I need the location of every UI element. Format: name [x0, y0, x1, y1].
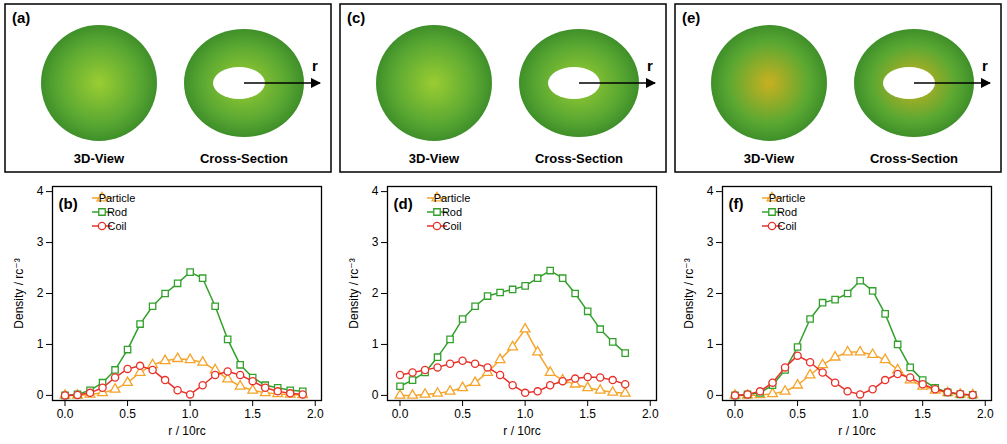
svg-text:0: 0 — [707, 388, 714, 402]
svg-text:1.0: 1.0 — [182, 407, 199, 421]
svg-text:0.5: 0.5 — [454, 407, 471, 421]
svg-text:3: 3 — [372, 235, 379, 249]
svg-text:Cross-Section: Cross-Section — [870, 151, 958, 166]
svg-text:(a): (a) — [12, 9, 30, 26]
svg-text:2: 2 — [37, 286, 44, 300]
svg-text:0: 0 — [37, 388, 44, 402]
svg-text:Density / rc⁻³: Density / rc⁻³ — [347, 258, 361, 328]
svg-text:4: 4 — [372, 184, 379, 198]
svg-text:Cross-Section: Cross-Section — [200, 151, 288, 166]
svg-text:(f): (f) — [729, 195, 744, 212]
svg-text:2: 2 — [707, 286, 714, 300]
svg-text:0.5: 0.5 — [119, 407, 136, 421]
svg-text:1: 1 — [707, 337, 714, 351]
svg-text:1.5: 1.5 — [579, 407, 596, 421]
svg-text:3: 3 — [707, 235, 714, 249]
svg-text:r: r — [982, 57, 988, 74]
svg-text:(d): (d) — [394, 195, 413, 212]
svg-text:Cross-Section: Cross-Section — [535, 151, 623, 166]
svg-text:3: 3 — [37, 235, 44, 249]
svg-text:Density / rc⁻³: Density / rc⁻³ — [12, 258, 26, 328]
svg-text:1.5: 1.5 — [244, 407, 261, 421]
svg-text:Particle: Particle — [434, 192, 471, 204]
svg-text:Coil: Coil — [443, 220, 462, 232]
svg-text:2.0: 2.0 — [977, 407, 994, 421]
svg-text:r: r — [312, 57, 318, 74]
svg-text:3D-View: 3D-View — [744, 151, 795, 166]
svg-text:0: 0 — [372, 388, 379, 402]
svg-text:Rod: Rod — [107, 206, 127, 218]
svg-text:3D-View: 3D-View — [74, 151, 125, 166]
svg-text:r / 10rc: r / 10rc — [168, 424, 205, 438]
svg-text:Rod: Rod — [777, 206, 797, 218]
svg-text:r / 10rc: r / 10rc — [503, 424, 540, 438]
svg-text:1.5: 1.5 — [914, 407, 931, 421]
svg-text:0.0: 0.0 — [392, 407, 409, 421]
svg-text:r / 10rc: r / 10rc — [838, 424, 875, 438]
svg-text:1: 1 — [372, 337, 379, 351]
svg-text:Coil: Coil — [778, 220, 797, 232]
svg-text:1.0: 1.0 — [852, 407, 869, 421]
svg-text:4: 4 — [707, 184, 714, 198]
svg-text:r: r — [647, 57, 653, 74]
svg-text:Particle: Particle — [769, 192, 806, 204]
svg-text:0.5: 0.5 — [789, 407, 806, 421]
svg-text:(c): (c) — [347, 9, 365, 26]
svg-text:Density / rc⁻³: Density / rc⁻³ — [682, 258, 696, 328]
svg-text:1: 1 — [37, 337, 44, 351]
svg-text:Rod: Rod — [442, 206, 462, 218]
svg-text:(b): (b) — [59, 195, 78, 212]
svg-text:3D-View: 3D-View — [409, 151, 460, 166]
svg-text:1.0: 1.0 — [517, 407, 534, 421]
svg-text:2: 2 — [372, 286, 379, 300]
svg-text:Particle: Particle — [99, 192, 136, 204]
svg-text:2.0: 2.0 — [307, 407, 324, 421]
svg-text:0.0: 0.0 — [57, 407, 74, 421]
svg-text:0.0: 0.0 — [727, 407, 744, 421]
svg-text:4: 4 — [37, 184, 44, 198]
svg-text:2.0: 2.0 — [642, 407, 659, 421]
svg-text:Coil: Coil — [108, 220, 127, 232]
svg-text:(e): (e) — [682, 9, 700, 26]
